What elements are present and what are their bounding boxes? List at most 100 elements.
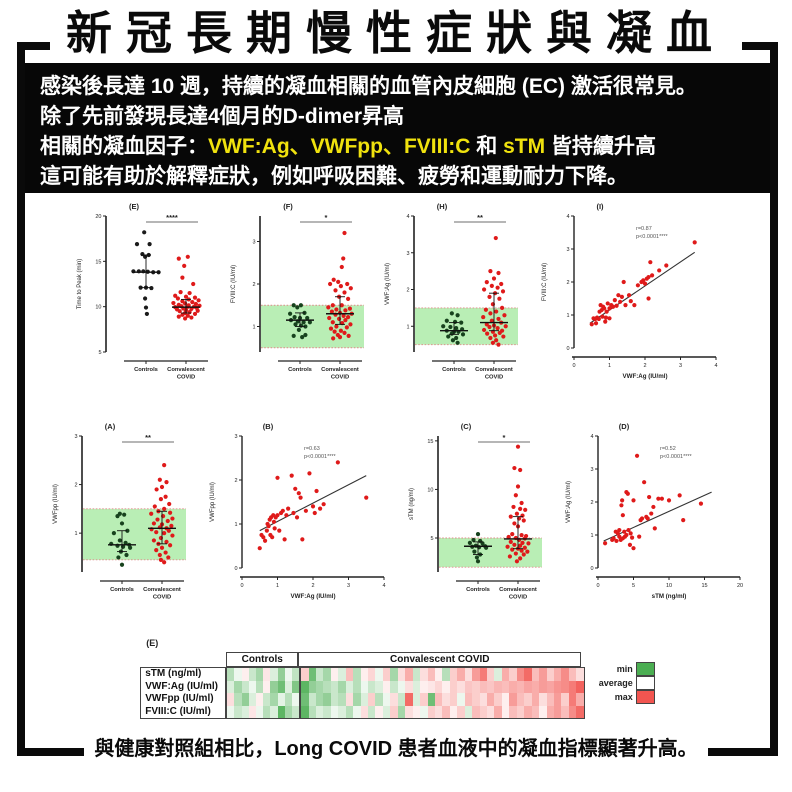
svg-text:1: 1 — [566, 313, 569, 319]
page-title-text: 新冠長期慢性症狀與凝血 — [50, 4, 742, 62]
group-controls — [439, 311, 468, 345]
correlation-p: p<0.0001**** — [636, 234, 669, 240]
svg-text:0: 0 — [234, 566, 237, 572]
intro-line-2: 除了先前發現長達4個月的D-dimer昇高 — [40, 105, 405, 128]
x-category-controls: Controls — [288, 367, 312, 373]
intro-line-3-suffix: 皆持續升高 — [545, 135, 656, 158]
svg-text:2: 2 — [590, 500, 593, 506]
x-category-controls: Controls — [466, 587, 490, 593]
scatter-points — [257, 460, 368, 551]
svg-text:20: 20 — [95, 214, 101, 220]
heatmap-row-label: FVIII:C (IU/ml) — [145, 705, 211, 717]
svg-text:COVID: COVID — [508, 595, 526, 601]
legend-swatch-average — [635, 676, 655, 690]
heatmap-table: Controls Convalescent COVID sTM (ng/ml) VWF… — [140, 652, 585, 719]
x-axis-label: VWF:Ag (IU/ml) — [622, 373, 667, 380]
scatter-points — [589, 240, 697, 327]
correlation-r: r=0.52 — [660, 446, 676, 452]
normal-range-band — [438, 538, 542, 568]
svg-text:0: 0 — [240, 583, 243, 589]
x-category-covid: Convalescent — [143, 587, 181, 593]
y-axis-label: VWFpp (IU/ml) — [53, 484, 59, 524]
svg-text:3: 3 — [590, 467, 593, 473]
svg-text:3: 3 — [566, 247, 569, 253]
svg-text:3: 3 — [406, 251, 409, 257]
svg-text:1: 1 — [74, 531, 77, 537]
svg-text:4: 4 — [566, 214, 569, 220]
group-covid — [170, 254, 202, 321]
svg-text:COVID: COVID — [330, 375, 348, 381]
svg-text:2: 2 — [566, 280, 569, 286]
footer-caption: 與健康對照組相比，Long COVID 患者血液中的凝血指標顯著升高。 — [0, 733, 792, 765]
heatmap: (E) Controls Convalescent COVID sTM (ng/ml)… — [140, 638, 655, 719]
legend-label-average: average — [598, 678, 633, 688]
intro-line-3-highlight-2: sTM — [503, 135, 546, 158]
group-controls — [107, 511, 136, 567]
page-title: 新冠長期慢性症狀與凝血 — [0, 4, 792, 62]
x-axis-label: VWF:Ag (IU/ml) — [290, 593, 335, 600]
svg-text:0: 0 — [590, 566, 593, 572]
svg-text:10: 10 — [665, 583, 671, 589]
svg-text:2: 2 — [252, 282, 255, 288]
svg-text:2: 2 — [74, 483, 77, 489]
intro-line-3: 相關的凝血因子：VWF:Ag、VWFpp、FVIII:C 和 sTM 皆持續升高 — [40, 132, 770, 162]
panel-A: (A) 1 2 3 VWFpp (IU/ml) ** Controls Convalescen… — [53, 422, 186, 601]
heatmap-block-covid — [300, 667, 585, 719]
y-axis-label: Time to Peak (min) — [77, 259, 83, 309]
svg-text:1: 1 — [234, 522, 237, 528]
footer-caption-text: 與健康對照組相比，Long COVID 患者血液中的凝血指標顯著升高。 — [84, 733, 708, 765]
legend-label-min: min — [616, 664, 633, 674]
svg-text:0: 0 — [566, 346, 569, 352]
heatmap-group-header: Controls — [226, 652, 299, 667]
significance-stars: ** — [477, 213, 483, 222]
correlation-r: r=0.63 — [304, 446, 320, 452]
group-covid — [325, 230, 354, 341]
panel-D: (D) 0 1 2 3 4 VWF:Ag (IU/ml) 0 5 10 15 20 sTM (ng/ml… — [566, 422, 743, 600]
panel-label: (B) — [262, 422, 273, 431]
figure-area: (E) 5 10 15 20 Time to Peak (min) **** Controls… — [25, 200, 770, 719]
svg-text:3: 3 — [346, 583, 349, 589]
svg-text:1: 1 — [406, 324, 409, 330]
panel-label: (F) — [283, 202, 293, 211]
svg-text:15: 15 — [701, 583, 707, 589]
svg-text:3: 3 — [74, 434, 77, 440]
svg-text:1: 1 — [252, 325, 255, 331]
heatmap-row-label: VWFpp (IU/ml) — [145, 693, 214, 704]
correlation-p: p<0.0001**** — [304, 454, 337, 460]
group-covid — [503, 444, 532, 564]
y-axis-label: VWF:Ag (IU/ml) — [385, 263, 391, 305]
group-covid — [147, 463, 176, 565]
y-axis-label: FVIII:C (IU/ml) — [542, 263, 548, 301]
svg-text:2: 2 — [643, 363, 646, 369]
svg-text:3: 3 — [252, 240, 255, 246]
group-controls — [463, 532, 492, 564]
regression-line — [602, 491, 712, 542]
significance-stars: ** — [145, 433, 151, 442]
svg-text:0: 0 — [572, 363, 575, 369]
panel-label: (A) — [104, 422, 115, 431]
x-category-covid: Convalescent — [167, 367, 205, 373]
svg-text:5: 5 — [98, 350, 101, 356]
significance-stars: * — [324, 213, 327, 222]
y-axis-label: FVIII:C (IU/ml) — [231, 265, 237, 303]
heatmap-section: (E) Controls Convalescent COVID sTM (ng/ml)… — [25, 638, 770, 719]
svg-text:5: 5 — [631, 583, 634, 589]
x-category-covid: Convalescent — [475, 367, 513, 373]
x-category-controls: Controls — [134, 367, 158, 373]
heatmap-block-controls — [226, 667, 301, 719]
scatter-points — [602, 453, 703, 551]
x-category-controls: Controls — [110, 587, 134, 593]
panel-F: (F) 1 2 3 FVIII:C (IU/ml) * Controls Convalesce… — [231, 202, 364, 381]
svg-text:COVID: COVID — [484, 375, 502, 381]
correlation-r: r=0.87 — [636, 226, 652, 232]
svg-text:15: 15 — [427, 439, 433, 445]
legend-label-max: max — [614, 692, 633, 702]
svg-text:COVID: COVID — [152, 595, 170, 601]
significance-stars: * — [502, 433, 505, 442]
panel-label: (D) — [618, 422, 629, 431]
significance-stars: **** — [166, 213, 178, 222]
x-category-covid: Convalescent — [499, 587, 537, 593]
svg-text:15: 15 — [95, 259, 101, 265]
legend-swatch-min — [635, 662, 655, 676]
svg-text:3: 3 — [234, 434, 237, 440]
